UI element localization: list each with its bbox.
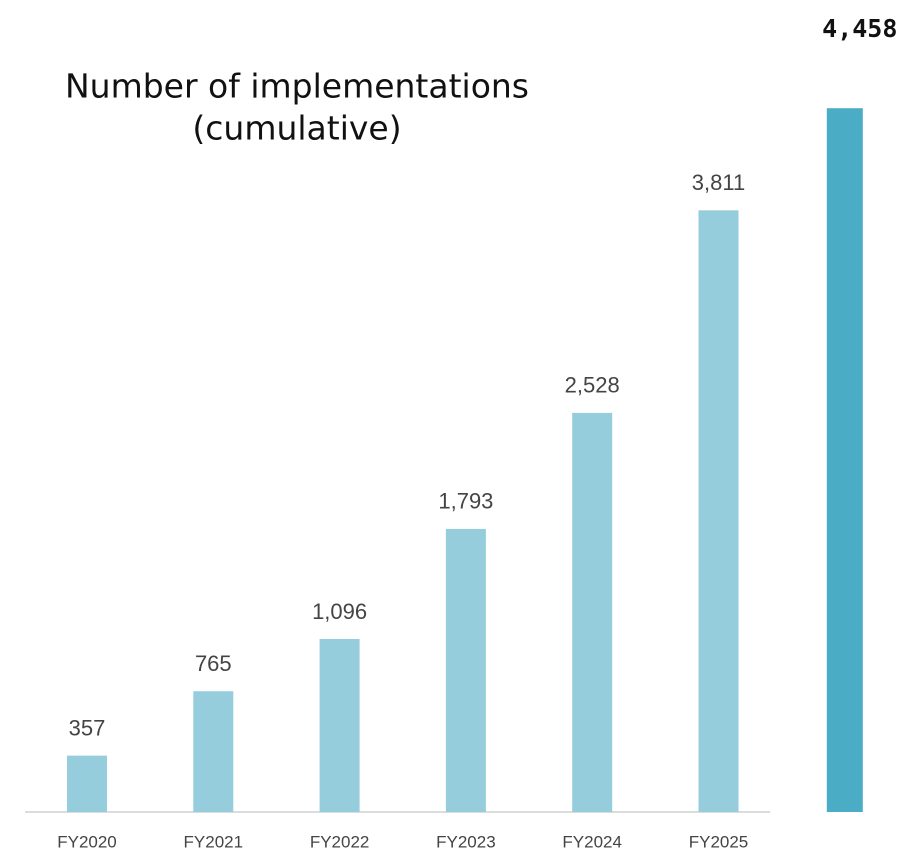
value-label: 1,096: [312, 599, 367, 624]
chart-title: Number of implementations: [65, 67, 529, 106]
x-tick-label: FY2025: [689, 832, 749, 851]
bar: [193, 691, 234, 812]
bar: [67, 755, 107, 812]
value-label: 765: [195, 651, 232, 676]
x-tick-label: FY2022: [310, 832, 370, 851]
value-label: 1,793: [438, 489, 493, 514]
x-tick-label: FY2023: [436, 832, 496, 851]
x-tick-label: FY2021: [184, 832, 244, 851]
value-label: 2,528: [565, 373, 620, 398]
bar: [826, 108, 863, 813]
x-tick-label: FY2024: [562, 832, 622, 851]
chart-title: (cumulative): [192, 109, 401, 148]
x-tick-label: FY2020: [57, 832, 117, 851]
value-label: 3,811: [692, 170, 745, 195]
bar: [698, 210, 739, 812]
value-label: 4,458: [822, 14, 897, 43]
value-label: 357: [69, 715, 106, 740]
bar: [572, 412, 613, 812]
bar: [319, 638, 360, 812]
bar: [445, 528, 486, 812]
